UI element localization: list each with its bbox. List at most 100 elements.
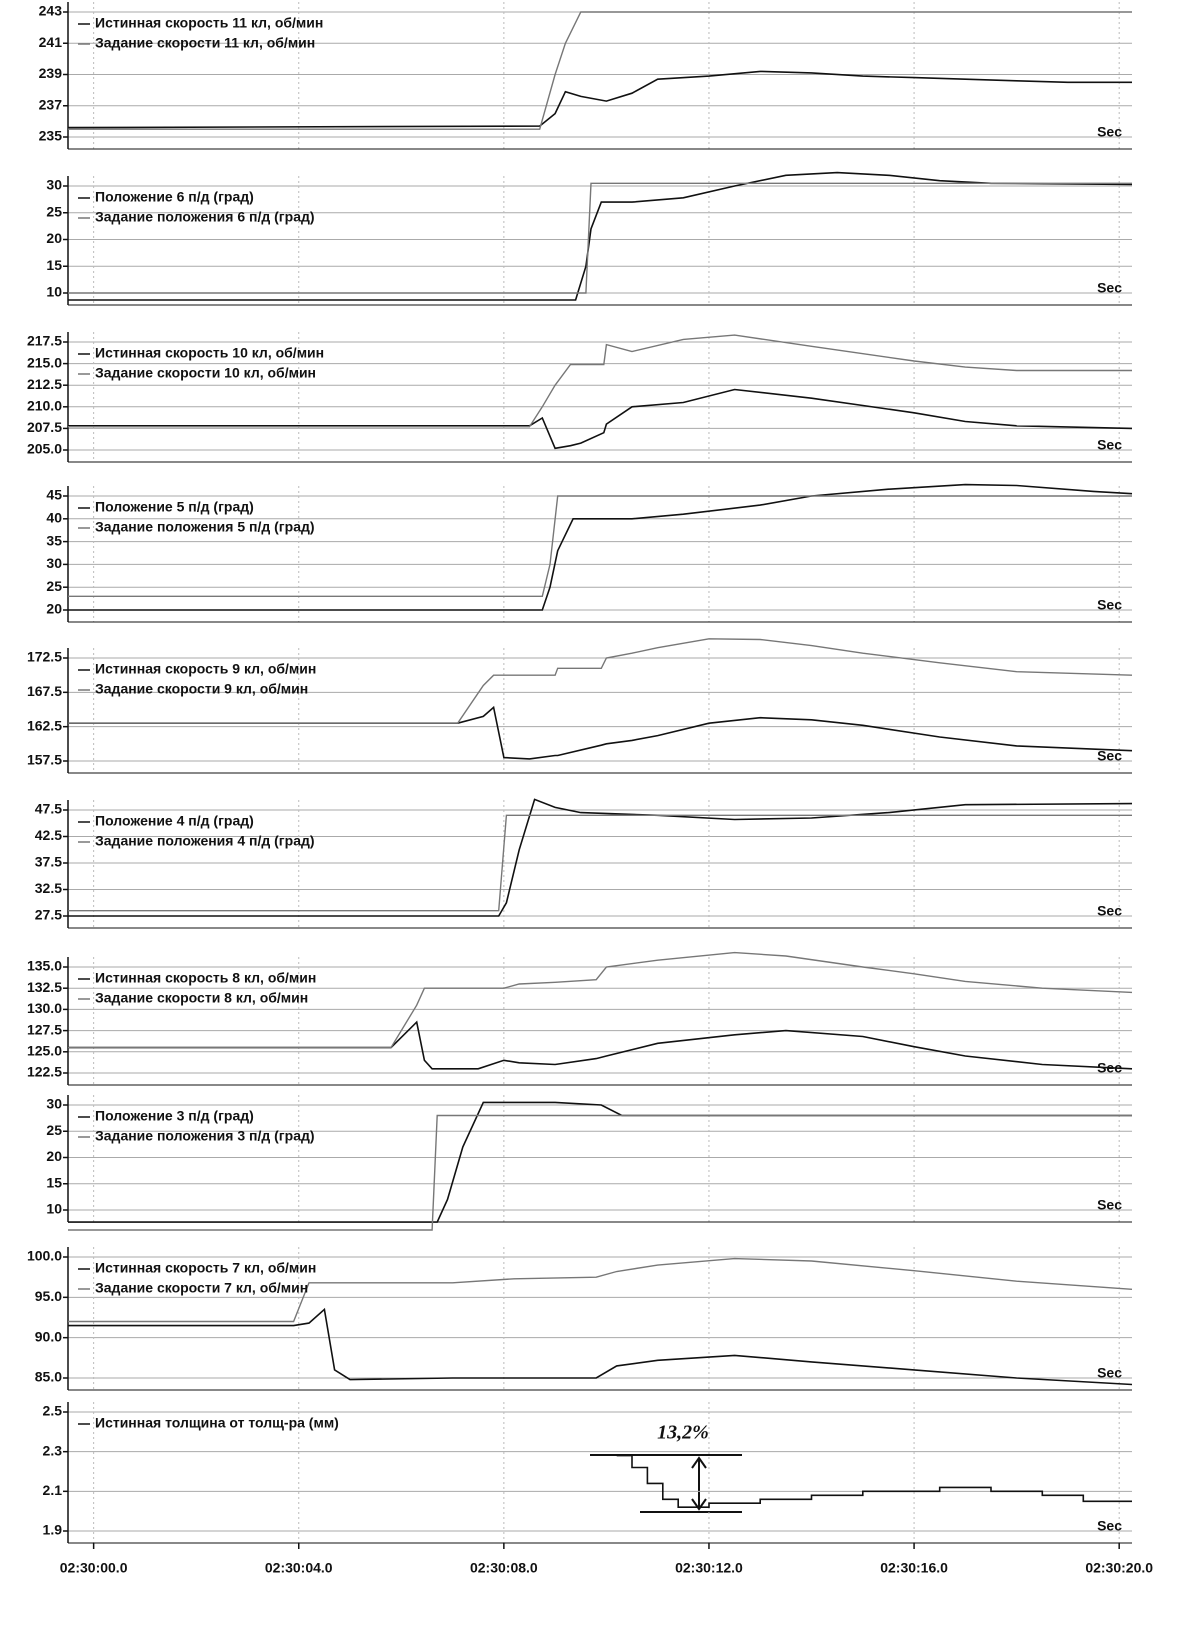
series-line xyxy=(68,495,1132,597)
legend-label: Задание скорости 11 кл, об/мин xyxy=(95,35,315,51)
y-tick-label: 1.9 xyxy=(43,1522,63,1538)
x-unit: Sec xyxy=(1097,1060,1122,1076)
y-tick-label: 157.5 xyxy=(27,752,62,768)
annotation: 13,2% xyxy=(657,1422,709,1444)
x-unit: Sec xyxy=(1097,124,1122,140)
y-tick-label: 212.5 xyxy=(27,376,62,392)
y-tick-label: 15 xyxy=(46,1174,62,1190)
y-tick-label: 215.0 xyxy=(27,354,62,370)
y-tick-label: 205.0 xyxy=(27,441,62,457)
y-tick-label: 207.5 xyxy=(27,419,62,435)
y-tick-label: 210.0 xyxy=(27,398,62,414)
y-tick-label: 239 xyxy=(39,65,63,81)
x-unit: Sec xyxy=(1097,748,1122,764)
x-unit: Sec xyxy=(1097,1518,1122,1534)
series-line xyxy=(68,388,1133,450)
series-line xyxy=(68,1114,1132,1231)
legend-label: Задание положения 4 п/д (град) xyxy=(95,833,315,849)
legend-label: Истинная скорость 10 кл, об/мин xyxy=(95,345,324,361)
y-tick-label: 2.5 xyxy=(43,1403,63,1419)
y-tick-label: 40 xyxy=(46,510,62,526)
x-unit: Sec xyxy=(1097,903,1122,919)
y-tick-label: 27.5 xyxy=(35,907,62,923)
legend-label: Задание скорости 7 кл, об/мин xyxy=(95,1280,308,1296)
series-line xyxy=(68,182,1132,294)
series-line xyxy=(67,70,1132,129)
series-line xyxy=(68,11,1132,130)
x-unit: Sec xyxy=(1097,597,1122,613)
series-line xyxy=(616,1454,1132,1508)
y-tick-label: 122.5 xyxy=(27,1064,62,1080)
y-tick-label: 2.1 xyxy=(43,1482,63,1498)
y-tick-label: 20 xyxy=(46,230,62,246)
y-tick-label: 25 xyxy=(46,1122,62,1138)
y-tick-label: 10 xyxy=(46,1201,62,1217)
legend-label: Задание положения 6 п/д (град) xyxy=(95,209,315,225)
legend-label: Истинная скорость 8 кл, об/мин xyxy=(95,970,316,986)
y-tick-label: 95.0 xyxy=(35,1288,62,1304)
series-line xyxy=(68,1101,1132,1223)
y-tick-label: 125.0 xyxy=(27,1043,62,1059)
y-tick-label: 241 xyxy=(39,34,63,50)
y-tick-label: 42.5 xyxy=(35,827,62,843)
y-tick-label: 217.5 xyxy=(27,333,62,349)
series-line xyxy=(68,814,1132,912)
y-tick-label: 30 xyxy=(46,1096,62,1112)
y-tick-label: 90.0 xyxy=(35,1328,62,1344)
x-tick-label: 02:30:12.0 xyxy=(675,1560,743,1576)
series-line xyxy=(68,798,1133,917)
y-tick-label: 2.3 xyxy=(43,1442,63,1458)
y-tick-label: 25 xyxy=(46,203,62,219)
y-tick-label: 45 xyxy=(46,487,62,503)
y-tick-label: 167.5 xyxy=(27,683,62,699)
x-unit: Sec xyxy=(1097,1197,1122,1213)
y-tick-label: 35 xyxy=(46,532,62,548)
y-tick-label: 30 xyxy=(46,555,62,571)
y-tick-label: 172.5 xyxy=(27,649,62,665)
legend-label: Истинная скорость 11 кл, об/мин xyxy=(95,15,323,31)
series-line xyxy=(68,1020,1133,1070)
legend-label: Истинная скорость 7 кл, об/мин xyxy=(95,1260,316,1276)
y-tick-label: 37.5 xyxy=(35,854,62,870)
y-tick-label: 162.5 xyxy=(27,717,62,733)
legend-label: Положение 6 п/д (град) xyxy=(95,189,254,205)
legend-label: Задание скорости 10 кл, об/мин xyxy=(95,365,316,381)
series-line xyxy=(68,334,1132,428)
y-tick-label: 135.0 xyxy=(27,958,62,974)
x-unit: Sec xyxy=(1097,437,1122,453)
y-tick-label: 100.0 xyxy=(27,1248,62,1264)
x-tick-label: 02:30:16.0 xyxy=(880,1560,948,1576)
y-tick-label: 130.0 xyxy=(27,1000,62,1016)
legend-label: Истинная скорость 9 кл, об/мин xyxy=(95,661,316,677)
y-tick-label: 32.5 xyxy=(35,880,62,896)
legend-label: Задание скорости 9 кл, об/мин xyxy=(95,681,308,697)
y-tick-label: 20 xyxy=(46,1148,62,1164)
series-line xyxy=(68,1307,1133,1386)
y-tick-label: 47.5 xyxy=(35,801,62,817)
y-tick-label: 243 xyxy=(39,3,63,19)
x-tick-label: 02:30:08.0 xyxy=(470,1560,538,1576)
x-tick-label: 02:30:04.0 xyxy=(265,1560,333,1576)
legend-label: Положение 3 п/д (град) xyxy=(95,1108,254,1124)
legend-label: Истинная толщина от толщ-ра (мм) xyxy=(95,1415,339,1431)
legend-label: Задание скорости 8 кл, об/мин xyxy=(95,990,308,1006)
series-line xyxy=(68,705,1133,760)
annotation-arrowheads xyxy=(691,1456,707,1511)
series-line xyxy=(68,638,1133,724)
y-tick-label: 132.5 xyxy=(27,979,62,995)
series-line xyxy=(68,1257,1133,1323)
annotation-marks xyxy=(590,1454,742,1513)
y-tick-label: 235 xyxy=(39,128,63,144)
x-unit: Sec xyxy=(1097,1365,1122,1381)
y-tick-label: 20 xyxy=(46,601,62,617)
x-unit: Sec xyxy=(1097,280,1122,296)
y-tick-label: 85.0 xyxy=(35,1369,62,1385)
y-tick-label: 127.5 xyxy=(27,1021,62,1037)
y-tick-label: 30 xyxy=(46,177,62,193)
x-tick-label: 02:30:00.0 xyxy=(60,1560,128,1576)
y-tick-label: 15 xyxy=(46,257,62,273)
legend-label: Задание положения 5 п/д (град) xyxy=(95,519,315,535)
legend-label: Задание положения 3 п/д (град) xyxy=(95,1128,315,1144)
legend-label: Положение 4 п/д (град) xyxy=(95,813,254,829)
